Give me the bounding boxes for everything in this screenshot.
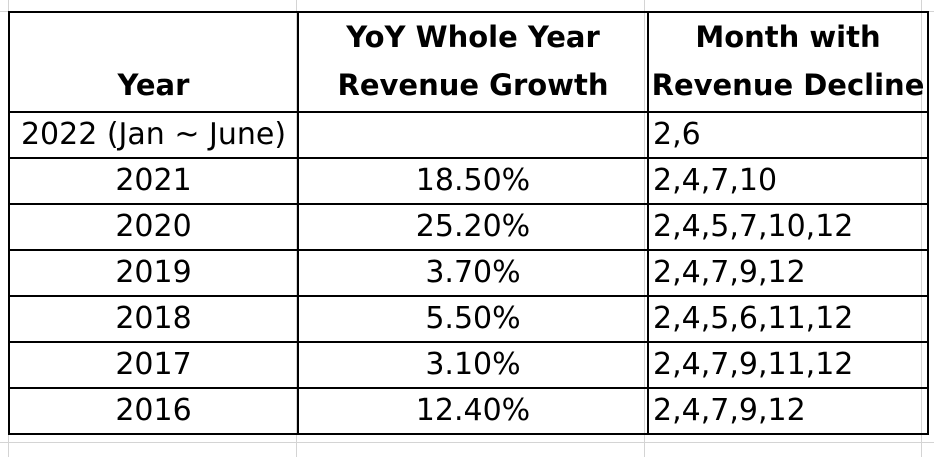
cell-year[interactable]: 2021 bbox=[8, 157, 299, 205]
cell-months[interactable]: 2,4,7,9,12 bbox=[647, 387, 929, 435]
revenue-table: Year YoY Whole Year Revenue Growth Month… bbox=[8, 11, 929, 435]
cell-months[interactable]: 2,4,5,7,10,12 bbox=[647, 203, 929, 251]
cell-year[interactable]: 2019 bbox=[8, 249, 299, 297]
cell-growth[interactable]: 3.70% bbox=[297, 249, 649, 297]
cell-months[interactable]: 2,6 bbox=[647, 111, 929, 159]
cell-year[interactable]: 2020 bbox=[8, 203, 299, 251]
cell-growth[interactable]: 5.50% bbox=[297, 295, 649, 343]
cell-year[interactable]: 2016 bbox=[8, 387, 299, 435]
cell-year[interactable]: 2022 (Jan ~ June) bbox=[8, 111, 299, 159]
cell-months[interactable]: 2,4,7,9,12 bbox=[647, 249, 929, 297]
cell-growth[interactable]: 18.50% bbox=[297, 157, 649, 205]
gridline bbox=[0, 442, 934, 443]
cell-months[interactable]: 2,4,7,10 bbox=[647, 157, 929, 205]
header-cell-months[interactable]: Month with Revenue Decline bbox=[647, 11, 929, 113]
cell-year[interactable]: 2017 bbox=[8, 341, 299, 389]
header-year-label: Year bbox=[117, 68, 190, 102]
cell-months[interactable]: 2,4,5,6,11,12 bbox=[647, 295, 929, 343]
header-cell-growth[interactable]: YoY Whole Year Revenue Growth bbox=[297, 11, 649, 113]
cell-growth[interactable]: 3.10% bbox=[297, 341, 649, 389]
table-row: 2018 5.50% 2,4,5,6,11,12 bbox=[8, 295, 929, 343]
header-growth-line2: Revenue Growth bbox=[337, 68, 609, 102]
table-row: 2021 18.50% 2,4,7,10 bbox=[8, 157, 929, 205]
table-row: 2020 25.20% 2,4,5,7,10,12 bbox=[8, 203, 929, 251]
table-row: 2016 12.40% 2,4,7,9,12 bbox=[8, 387, 929, 435]
header-months-line1: Month with bbox=[695, 20, 881, 54]
table-row: 2017 3.10% 2,4,7,9,11,12 bbox=[8, 341, 929, 389]
cell-growth[interactable] bbox=[297, 111, 649, 159]
header-growth-line1: YoY Whole Year bbox=[346, 20, 600, 54]
cell-year[interactable]: 2018 bbox=[8, 295, 299, 343]
header-row: Year YoY Whole Year Revenue Growth Month… bbox=[8, 11, 929, 113]
header-months-line2: Revenue Decline bbox=[651, 68, 925, 102]
table-row: 2019 3.70% 2,4,7,9,12 bbox=[8, 249, 929, 297]
cell-months[interactable]: 2,4,7,9,11,12 bbox=[647, 341, 929, 389]
table-row: 2022 (Jan ~ June) 2,6 bbox=[8, 111, 929, 159]
cell-growth[interactable]: 12.40% bbox=[297, 387, 649, 435]
cell-growth[interactable]: 25.20% bbox=[297, 203, 649, 251]
header-cell-year[interactable]: Year bbox=[8, 11, 299, 113]
